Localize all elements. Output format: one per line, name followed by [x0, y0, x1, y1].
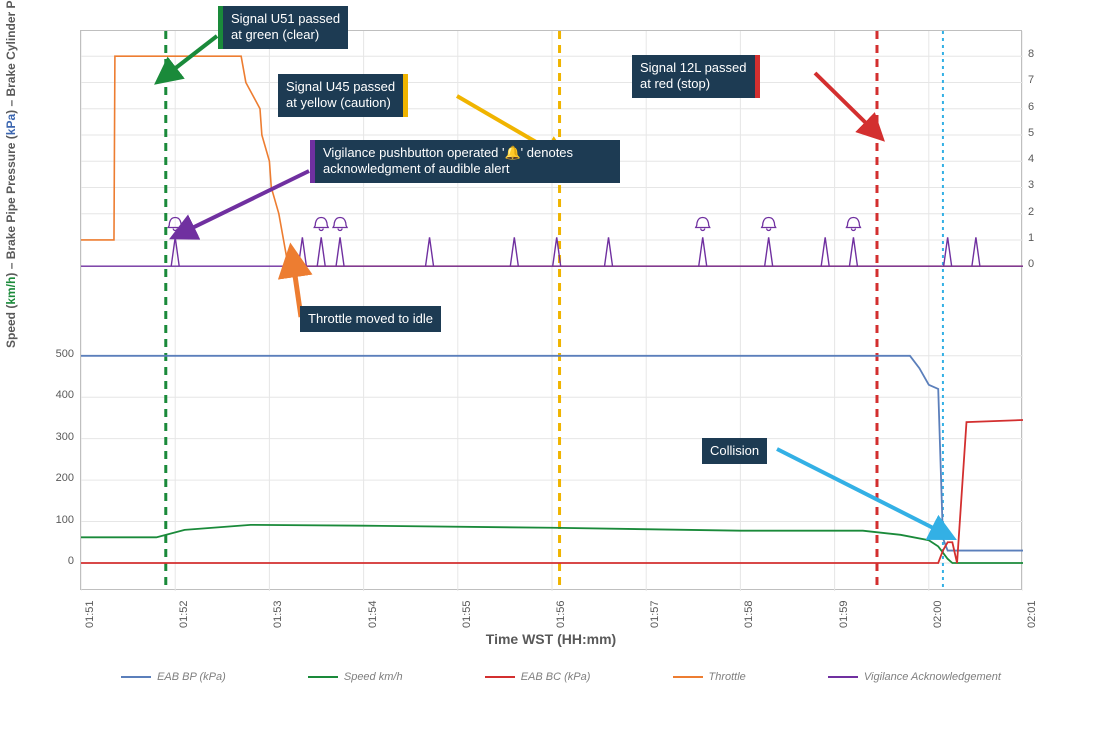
callout-u51: Signal U51 passedat green (clear) [218, 6, 348, 49]
callout-u45: Signal U45 passedat yellow (caution) [278, 74, 408, 117]
callout-text: Signal U51 passedat green (clear) [231, 11, 340, 42]
legend-item: EAB BC (kPa) [485, 671, 591, 683]
x-tick-label: 01:53 [272, 600, 284, 628]
bell-icon [846, 218, 860, 231]
y-right-tick-label: 8 [1028, 48, 1058, 60]
y-left-tick-label: 400 [34, 389, 74, 401]
y-right-tick-label: 3 [1028, 179, 1058, 191]
callout-text: Signal 12L passedat red (stop) [640, 60, 747, 91]
chart-page: Speed (km/h) – Brake Pipe Pressure (kPa)… [0, 0, 1102, 697]
x-tick-label: 02:00 [932, 600, 944, 628]
legend-swatch [828, 676, 858, 678]
annotation-arrow [815, 73, 869, 126]
legend-label: Throttle [709, 671, 746, 683]
legend: EAB BP (kPa) Speed km/h EAB BC (kPa) Thrott… [80, 671, 1042, 683]
y-right-tick-label: 6 [1028, 101, 1058, 113]
legend-label: EAB BP (kPa) [157, 671, 226, 683]
x-tick-label: 01:55 [461, 600, 473, 628]
callout-text: Collision [710, 443, 759, 458]
y-left-tick-label: 300 [34, 431, 74, 443]
label-seg: Speed ( [4, 305, 18, 348]
bell-icons [168, 218, 860, 231]
legend-item: Speed km/h [308, 671, 403, 683]
x-tick-label: 01:58 [743, 600, 755, 628]
x-tick-label: 01:51 [84, 600, 96, 628]
y-left-tick-label: 0 [34, 555, 74, 567]
legend-swatch [485, 676, 515, 678]
annotation-arrow [172, 36, 217, 71]
legend-label: Speed km/h [344, 671, 403, 683]
legend-swatch [673, 676, 703, 678]
x-axis-label: Time WST (HH:mm) [0, 631, 1102, 647]
y-left-tick-label: 100 [34, 514, 74, 526]
y-left-tick-label: 500 [34, 348, 74, 360]
x-tick-label: 01:59 [838, 600, 850, 628]
grid [81, 31, 1023, 591]
legend-item: EAB BP (kPa) [121, 671, 226, 683]
label-seg: kPa [4, 114, 18, 135]
y-right-tick-label: 1 [1028, 232, 1058, 244]
y-right-tick-label: 2 [1028, 206, 1058, 218]
callout-text: Throttle moved to idle [308, 311, 433, 326]
bell-icon [333, 218, 347, 231]
legend-swatch [121, 676, 151, 678]
legend-label: EAB BC (kPa) [521, 671, 591, 683]
y-right-tick-label: 4 [1028, 153, 1058, 165]
x-tick-label: 02:01 [1026, 600, 1038, 628]
callout-12l: Signal 12L passedat red (stop) [632, 55, 760, 98]
callout-idle: Throttle moved to idle [300, 306, 441, 332]
x-tick-label: 01:54 [367, 600, 379, 628]
plot-svg [81, 31, 1023, 591]
annotation-arrow [777, 449, 937, 530]
callout-text: Vigilance pushbutton operated '🔔' denote… [323, 145, 573, 176]
y-right-tick-label: 7 [1028, 74, 1058, 86]
annotation-arrow [189, 171, 309, 229]
callout-text: Signal U45 passedat yellow (caution) [286, 79, 395, 110]
bell-icon [762, 218, 776, 231]
legend-label: Vigilance Acknowledgement [864, 671, 1001, 683]
x-tick-label: 01:57 [649, 600, 661, 628]
x-tick-label: 01:56 [555, 600, 567, 628]
bell-icon [696, 218, 710, 231]
legend-item: Throttle [673, 671, 746, 683]
callout-vigilance: Vigilance pushbutton operated '🔔' denote… [310, 140, 620, 183]
callout-collision: Collision [702, 438, 767, 464]
y-right-tick-label: 0 [1028, 258, 1058, 270]
legend-swatch [308, 676, 338, 678]
x-tick-label: 01:52 [178, 600, 190, 628]
y-right-tick-label: 5 [1028, 127, 1058, 139]
plot-area [80, 30, 1022, 590]
label-seg: ) – Brake Pipe Pressure ( [4, 135, 18, 276]
y-left-axis-label: Speed (km/h) – Brake Pipe Pressure (kPa)… [4, 0, 18, 348]
label-seg: km/h [4, 277, 18, 305]
label-seg: ) – Brake Cylinder Pressure ( [4, 0, 18, 114]
y-left-tick-label: 200 [34, 472, 74, 484]
bell-icon [314, 218, 328, 231]
legend-item: Vigilance Acknowledgement [828, 671, 1001, 683]
